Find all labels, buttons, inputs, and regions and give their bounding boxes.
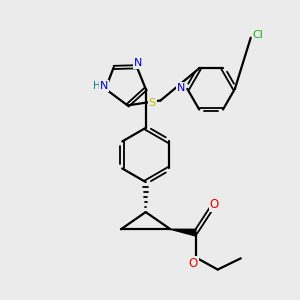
Text: H: H	[93, 81, 101, 91]
Text: O: O	[210, 198, 219, 211]
Polygon shape	[170, 229, 196, 236]
Text: O: O	[188, 257, 198, 270]
Text: N: N	[134, 58, 142, 68]
Text: N: N	[100, 81, 108, 91]
Text: Cl: Cl	[253, 30, 263, 40]
Text: S: S	[149, 98, 156, 108]
Text: N: N	[177, 83, 186, 93]
